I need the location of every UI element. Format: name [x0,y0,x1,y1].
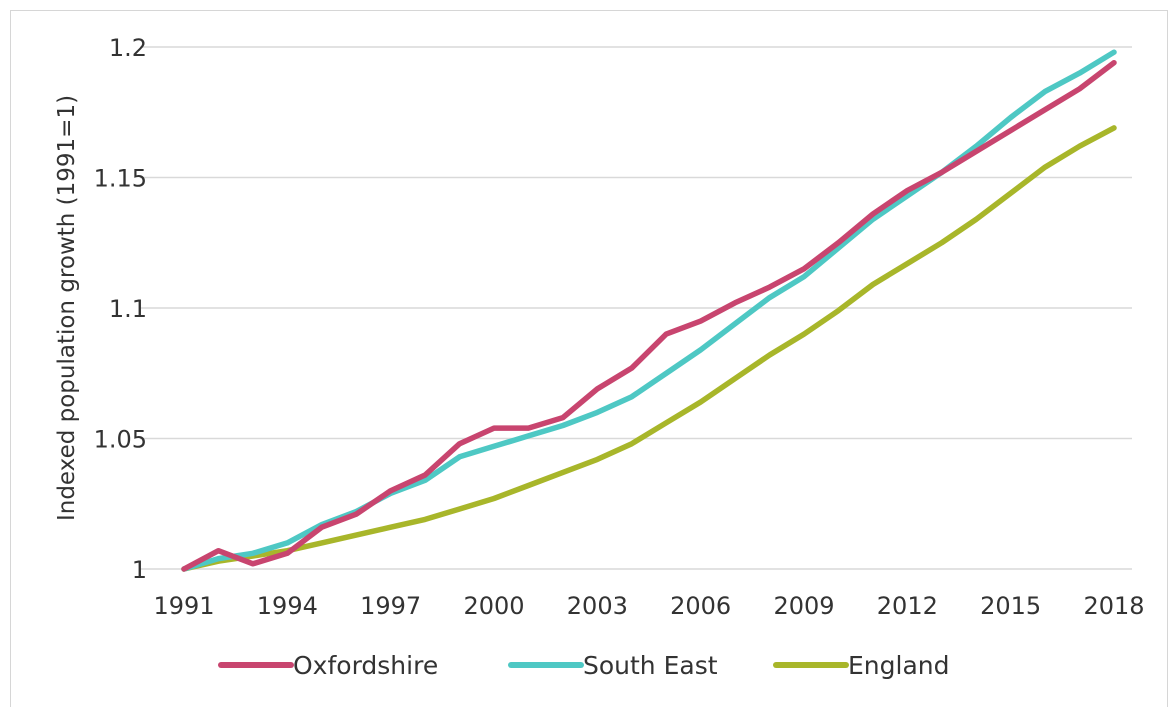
legend: Oxfordshire South East England [218,651,950,680]
x-tick-label: 2000 [463,592,524,620]
series-lines [181,49,1117,572]
x-tick-label: 1994 [257,592,318,620]
x-tick-label: 2009 [773,592,834,620]
gridlines [140,46,1132,570]
x-axis-ticks: 1991 1994 1997 2000 2003 2006 2009 2012 2015 2018 [153,592,1144,620]
y-tick-label: 1.05 [94,426,147,454]
series-line-south-east [181,49,1117,572]
y-axis-ticks: 1 1.05 1.1 1.15 1.2 [94,34,147,584]
x-tick-label: 1997 [360,592,421,620]
chart-frame [10,10,1168,707]
y-axis-title: Indexed population growth (1991=1) [54,95,80,521]
x-tick-label: 2018 [1083,592,1144,620]
y-tick-label: 1.1 [109,295,147,323]
series-line-england [181,125,1117,572]
y-tick-label: 1.2 [109,34,147,62]
series-line-oxfordshire [181,59,1117,572]
x-tick-label: 2006 [670,592,731,620]
x-tick-label: 2003 [567,592,628,620]
legend-label-south-east: South East [583,651,718,680]
legend-label-oxfordshire: Oxfordshire [293,651,438,680]
y-tick-label: 1 [132,556,147,584]
x-tick-label: 1991 [153,592,214,620]
x-tick-label: 2015 [980,592,1041,620]
x-tick-label: 2012 [877,592,938,620]
y-tick-label: 1.15 [94,165,147,193]
legend-label-england: England [848,651,950,680]
